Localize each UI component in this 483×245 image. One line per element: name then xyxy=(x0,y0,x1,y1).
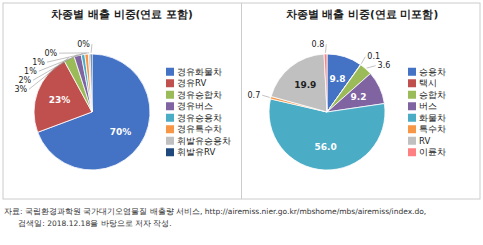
leader-line xyxy=(367,66,376,68)
data-label: 0.7 xyxy=(248,91,261,100)
data-label: 9.2 xyxy=(351,92,367,102)
pie-panel: 차종별 배출 비중(연료 미포함) 9.8 9.2 56.0 19.9 0.13.6 0.8… xyxy=(248,8,446,170)
legend-swatch xyxy=(166,68,174,76)
panel-frame xyxy=(3,3,480,199)
data-label: 0% xyxy=(45,49,58,58)
legend-label: 승용차 xyxy=(419,67,446,77)
footnote: 자료: 국립환경과학원 국가대기오염물질 배출량 서비스, http://air… xyxy=(4,207,426,216)
pie-slice xyxy=(88,54,92,112)
data-label: 1% xyxy=(24,67,37,76)
legend-swatch xyxy=(166,125,174,133)
legend-swatch xyxy=(166,148,174,156)
legend-label: 이륜차 xyxy=(419,147,446,157)
pie-slices xyxy=(269,54,385,170)
pie-panel: 차종별 배출 비중(연료 포함)70%23%0%0%1%1%2%3%경유화물차경… xyxy=(14,8,231,170)
legend-swatch xyxy=(166,137,174,145)
legend-label: 휘발유RV xyxy=(177,147,215,157)
data-label: 1% xyxy=(32,58,45,67)
chart-title: 차종별 배출 비중(연료 포함) xyxy=(51,8,193,20)
data-labels: 70%23%0%0%1%1%2%3% xyxy=(14,40,131,137)
leader-line xyxy=(361,57,365,64)
pie-slice xyxy=(81,54,92,112)
legend-swatch xyxy=(408,148,416,156)
pie-slice xyxy=(85,54,92,112)
legend-label: 휘발유승용차 xyxy=(177,136,231,146)
legend-label: 택시 xyxy=(419,78,437,88)
legend-label: 승합차 xyxy=(419,90,446,100)
legend-swatch xyxy=(408,79,416,87)
legend-swatch xyxy=(408,137,416,145)
chart-title: 차종별 배출 비중(연료 미포함) xyxy=(286,8,439,20)
legend-label: 경유화물차 xyxy=(177,67,222,77)
leader-line xyxy=(262,95,269,97)
legend-label: RV xyxy=(419,136,430,146)
pie-slice xyxy=(74,55,92,112)
legend-label: 경유승용차 xyxy=(177,113,222,123)
legend: 승용차택시승합차버스화물차특수차 RV이륜차 xyxy=(408,67,446,158)
panel-divider xyxy=(241,3,242,199)
leader-line xyxy=(29,58,69,90)
data-label: 9.8 xyxy=(330,74,346,84)
footnote: 검색일: 2018.12.18을 바탕으로 저자 작성. xyxy=(4,219,172,228)
legend-label: 경유버스 xyxy=(177,101,213,111)
leader-line xyxy=(325,44,327,53)
legend-swatch xyxy=(408,91,416,99)
legend-label: 특수차 xyxy=(419,124,446,134)
legend-label: 화물차 xyxy=(419,113,446,123)
data-labels: 9.8 9.2 56.0 19.9 0.13.6 0.8 0.7 xyxy=(248,40,391,152)
legend-label: 버스 xyxy=(419,101,437,111)
data-label: 3.6 xyxy=(378,61,391,70)
legend-swatch xyxy=(408,102,416,110)
legend-swatch xyxy=(166,79,174,87)
data-label: 3% xyxy=(14,85,27,94)
legend-swatch xyxy=(166,102,174,110)
legend-swatch xyxy=(166,91,174,99)
data-label: 0.8 xyxy=(312,40,325,49)
leader-line xyxy=(39,54,83,72)
chart-canvas: 차종별 배출 비중(연료 포함)70%23%0%0%1%1%2%3%경유화물차경… xyxy=(0,0,483,245)
data-label: 2% xyxy=(18,76,31,85)
pie-slice xyxy=(324,54,327,112)
data-label: 0% xyxy=(77,40,90,49)
legend-swatch xyxy=(166,114,174,122)
legend-swatch xyxy=(408,68,416,76)
leader-line xyxy=(91,44,93,53)
data-label: 0.1 xyxy=(367,52,380,61)
leader-line xyxy=(33,55,77,80)
pie-slice xyxy=(271,54,327,112)
data-label: 56.0 xyxy=(314,142,336,152)
data-label: 70% xyxy=(110,127,132,137)
data-label: 23% xyxy=(49,95,71,105)
data-label: 19.9 xyxy=(294,80,316,90)
legend-label: 경유특수차 xyxy=(177,124,222,134)
legend-label: 경유승합차 xyxy=(177,90,222,100)
legend: 경유화물차경유RV 경유승합차경유버스경유승용차경유특수차휘발유승용차휘발유RV xyxy=(166,67,231,158)
pie-slice xyxy=(90,54,92,112)
legend-swatch xyxy=(408,125,416,133)
legend-swatch xyxy=(408,114,416,122)
legend-label: 경유RV xyxy=(177,78,206,88)
